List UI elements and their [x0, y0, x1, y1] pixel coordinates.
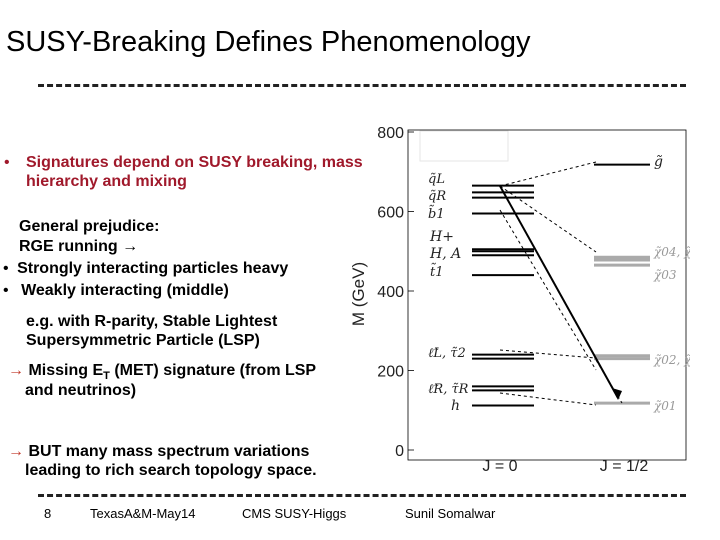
label-qR: q̃R — [428, 189, 446, 204]
top-divider — [38, 84, 686, 87]
bullet-marker: • — [3, 260, 9, 277]
label-lR: ℓ̃R, τ̃R — [428, 382, 469, 397]
label-box — [419, 130, 509, 162]
prejudice-heading: General prejudice: — [19, 218, 160, 235]
transitions — [499, 161, 623, 406]
bullet-weak: • Weakly interacting (middle) — [3, 282, 229, 301]
label-t1: t̃1 — [430, 263, 444, 280]
page-number: 8 — [44, 506, 52, 521]
bottom-divider — [38, 494, 686, 497]
label-ha: H, A — [429, 246, 461, 262]
footer-venue: TexasA&M-May14 — [90, 506, 196, 521]
but-line1-text: BUT many mass spectrum variations — [28, 443, 310, 460]
plot-frame — [407, 129, 687, 461]
y-tick-label: 600 — [377, 205, 404, 222]
rge-text: RGE running — [19, 238, 118, 255]
level-group — [472, 163, 650, 407]
label-chi4: χ̃04, χ̃+2 — [653, 245, 690, 259]
slide-title: SUSY-Breaking Defines Phenomenology — [6, 26, 531, 58]
but-arrow-icon: → — [8, 443, 24, 460]
bullet-weak-text: Weakly interacting (middle) — [21, 282, 229, 299]
bullet-signatures-text: Signatures depend on SUSY breaking, mass… — [26, 154, 363, 190]
x-label-j0: J = 0 — [482, 458, 517, 475]
met-line2: and neutrinos) — [25, 382, 137, 399]
but-line1: → BUT many mass spectrum variations — [8, 443, 309, 462]
bullet-strong: • Strongly interacting particles heavy — [3, 260, 288, 279]
mass-spectrum-diagram: M (GeV) 0 200 400 600 800 J = 0 J = 1/2 q̃L … — [350, 125, 690, 475]
y-tick-label: 200 — [377, 364, 404, 381]
transition-gluino — [499, 161, 597, 187]
transition-slepton-r — [499, 392, 597, 406]
y-tick-label: 800 — [377, 125, 404, 142]
bullet-marker: • — [3, 282, 9, 299]
label-qL: q̃L — [428, 172, 445, 187]
met-suffix: (MET) signature (from LSP — [109, 362, 317, 379]
y-axis-label: M (GeV) — [350, 262, 368, 326]
label-b1: b̃1 — [428, 205, 445, 222]
met-prefix: Missing E — [28, 362, 104, 379]
bullet-signatures: • Signatures depend on SUSY breaking, ma… — [4, 154, 363, 191]
y-tick-label: 400 — [377, 284, 404, 301]
transition-slepton — [499, 349, 597, 359]
neutralino-labels: χ̃04, χ̃+2 χ̃03 χ̃02, χ̃+1 χ̃01 — [653, 245, 690, 413]
bullet-marker: • — [4, 154, 10, 171]
x-label-j12: J = 1/2 — [600, 458, 649, 475]
prejudice-rge: RGE running → — [19, 238, 138, 257]
label-h: h — [451, 398, 460, 414]
transition-chi2 — [595, 359, 623, 404]
met-line: → Missing ET (MET) signature (from LSP — [8, 362, 358, 386]
lsp-note: e.g. with R-parity, Stable Lightest Supe… — [26, 313, 278, 349]
transition-main-decay — [499, 185, 619, 399]
footer-event: CMS SUSY-Higgs — [242, 506, 347, 521]
y-tick-group: 0 200 400 600 800 — [377, 125, 414, 460]
label-lL: ℓ̃L, τ̃2 — [428, 346, 466, 361]
label-chi2: χ̃02, χ̃+1 — [653, 353, 690, 367]
y-tick-label: 0 — [395, 443, 404, 460]
label-chi1: χ̃01 — [653, 399, 677, 413]
label-gluino: g̃ — [654, 154, 663, 170]
rge-arrow-icon: → — [122, 238, 139, 255]
label-hplus: H+ — [429, 229, 454, 245]
axes: M (GeV) 0 200 400 600 800 J = 0 J = 1/2 — [350, 125, 687, 475]
met-arrow-icon: → — [8, 362, 24, 379]
label-chi3: χ̃03 — [653, 268, 677, 282]
footer-author: Sunil Somalwar — [405, 506, 496, 521]
but-line2: leading to rich search topology space. — [25, 462, 317, 479]
transition-qL-chi — [499, 185, 597, 253]
particle-labels: q̃L q̃R b̃1 H+ H, A t̃1 ℓ̃L, τ̃2 ℓ̃R, τ̃… — [428, 154, 663, 414]
met-subscript: T — [103, 370, 110, 383]
transition-qR-chi — [499, 209, 597, 371]
bullet-strong-text: Strongly interacting particles heavy — [17, 260, 289, 277]
